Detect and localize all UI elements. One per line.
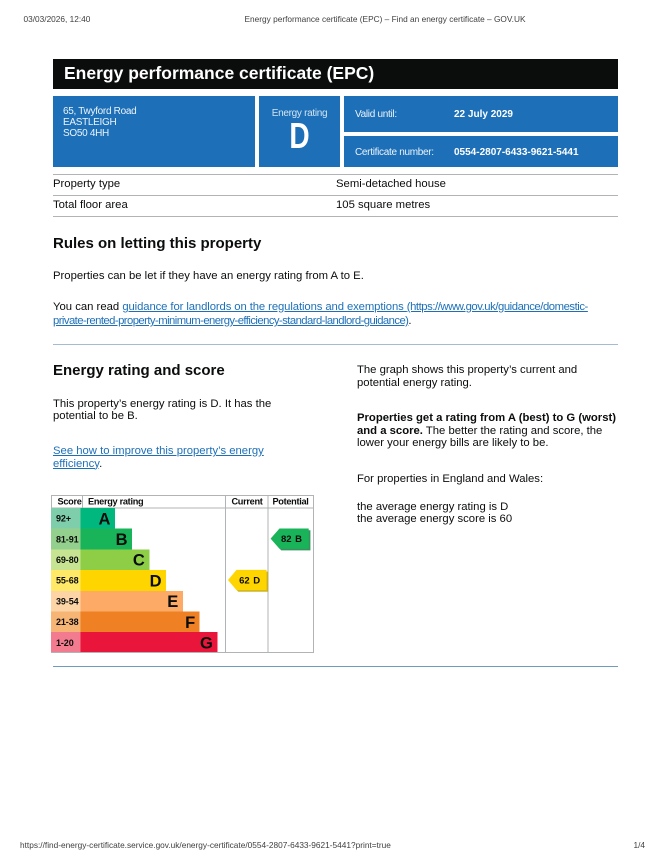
svg-text:92+: 92+ xyxy=(56,514,71,524)
svg-text:1-20: 1-20 xyxy=(56,638,74,648)
svg-text:Current: Current xyxy=(231,497,262,507)
svg-text:Score: Score xyxy=(58,497,82,507)
svg-text:E: E xyxy=(167,593,178,611)
svg-text:D: D xyxy=(253,575,260,586)
svg-text:81-91: 81-91 xyxy=(56,534,79,544)
svg-text:B: B xyxy=(295,534,302,545)
svg-text:55-68: 55-68 xyxy=(56,576,79,586)
svg-text:D: D xyxy=(150,572,162,590)
svg-text:G: G xyxy=(200,635,213,653)
svg-text:82: 82 xyxy=(281,534,292,545)
svg-text:Potential: Potential xyxy=(272,497,308,507)
svg-text:A: A xyxy=(98,510,110,528)
svg-text:62: 62 xyxy=(239,575,250,586)
svg-text:Energy rating: Energy rating xyxy=(88,497,143,507)
svg-text:39-54: 39-54 xyxy=(56,596,79,606)
svg-text:21-38: 21-38 xyxy=(56,617,79,627)
svg-text:C: C xyxy=(133,552,145,570)
svg-text:F: F xyxy=(185,614,195,632)
svg-text:69-80: 69-80 xyxy=(56,555,79,565)
svg-text:B: B xyxy=(116,531,128,549)
